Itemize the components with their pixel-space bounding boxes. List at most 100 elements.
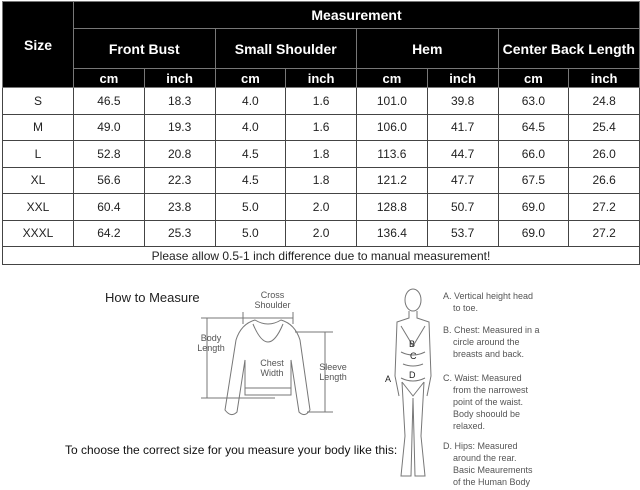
value-cell: 1.6	[285, 113, 357, 141]
value-cell: 1.8	[285, 166, 357, 194]
value-cell: 22.3	[143, 166, 216, 194]
measurement-note: Please allow 0.5-1 inch difference due t…	[1, 246, 640, 265]
marker-b: B	[409, 339, 415, 349]
instruction-text: To choose the correct size for you measu…	[65, 443, 398, 457]
size-cell: XXXL	[2, 219, 74, 247]
measurement-description: D. Hips: Measured around the rear. Basic M…	[443, 440, 563, 488]
size-header: Size	[2, 1, 74, 88]
size-cell: L	[2, 140, 74, 168]
value-cell: 52.8	[73, 140, 145, 168]
cross-shoulder-label: Cross Shoulder	[254, 290, 291, 310]
sleeve-length-label: Sleeve Length	[319, 362, 347, 382]
value-cell: 26.0	[568, 140, 640, 168]
value-cell: 121.2	[356, 166, 428, 194]
description-line: A. Vertical height head	[443, 291, 534, 301]
description-line: to toe.	[453, 303, 479, 313]
unit-header: cm	[214, 68, 287, 88]
value-cell: 69.0	[497, 219, 570, 247]
description-line: Basic Meaurements	[453, 465, 533, 475]
chest-width-label: Chest Width	[260, 358, 284, 378]
marker-d: D	[409, 370, 416, 380]
table-row: XL 56.6 22.3 4.5 1.8 121.2 47.7 67.5 26.6	[2, 166, 640, 194]
value-cell: 25.3	[143, 219, 216, 247]
description-line: C. Waist: Measured	[443, 373, 522, 383]
value-cell: 64.2	[73, 219, 145, 247]
value-cell: 113.6	[356, 140, 428, 168]
description-line: relaxed.	[453, 421, 486, 431]
value-cell: 47.7	[426, 166, 499, 194]
unit-header: inch	[143, 68, 216, 88]
value-cell: 1.8	[285, 140, 357, 168]
value-cell: 69.0	[497, 193, 570, 221]
description-line: circle around the	[453, 337, 520, 347]
size-chart-table: Size Measurement Front Bust Small Should…	[1, 1, 640, 265]
garment-illustration	[201, 312, 333, 416]
unit-header: inch	[285, 68, 357, 88]
value-cell: 56.6	[73, 166, 145, 194]
group-header: Hem	[356, 28, 499, 69]
description-line: of the Human Body	[453, 477, 531, 487]
group-header: Small Shoulder	[214, 28, 357, 69]
value-cell: 53.7	[426, 219, 499, 247]
value-cell: 39.8	[426, 87, 499, 115]
value-cell: 25.4	[568, 113, 640, 141]
measurement-description: A. Vertical height head to toe.	[443, 290, 563, 314]
value-cell: 23.8	[143, 193, 216, 221]
value-cell: 66.0	[497, 140, 570, 168]
value-cell: 5.0	[214, 219, 287, 247]
table-row: XXL 60.4 23.8 5.0 2.0 128.8 50.7 69.0 27.2	[2, 193, 640, 221]
description-line: Body shoould be	[453, 409, 521, 419]
table-row: M 49.0 19.3 4.0 1.6 106.0 41.7 64.5 25.4	[2, 113, 640, 141]
description-line: point of the waist.	[453, 397, 524, 407]
value-cell: 67.5	[497, 166, 570, 194]
value-cell: 2.0	[285, 219, 357, 247]
value-cell: 5.0	[214, 193, 287, 221]
description-line: breasts and back.	[453, 349, 525, 359]
unit-header: inch	[568, 68, 640, 88]
unit-header: cm	[73, 68, 145, 88]
value-cell: 44.7	[426, 140, 499, 168]
value-cell: 26.6	[568, 166, 640, 194]
description-line: D. Hips: Measured	[443, 441, 518, 451]
value-cell: 64.5	[497, 113, 570, 141]
measurement-description: C. Waist: Measured from the narrowest poin…	[443, 372, 563, 432]
measurement-header: Measurement	[72, 1, 640, 29]
value-cell: 2.0	[285, 193, 357, 221]
value-cell: 19.3	[143, 113, 216, 141]
unit-header: cm	[497, 68, 570, 88]
value-cell: 49.0	[73, 113, 145, 141]
value-cell: 50.7	[426, 193, 499, 221]
table-row: L 52.8 20.8 4.5 1.8 113.6 44.7 66.0 26.0	[2, 140, 640, 168]
body-length-label: Body Length	[197, 333, 225, 353]
unit-header: inch	[426, 68, 499, 88]
value-cell: 128.8	[356, 193, 428, 221]
value-cell: 4.5	[214, 166, 287, 194]
value-cell: 46.5	[73, 87, 145, 115]
marker-a: A	[385, 374, 391, 384]
value-cell: 41.7	[426, 113, 499, 141]
measurement-description: B. Chest: Measured in a circle around the…	[443, 324, 563, 360]
value-cell: 101.0	[356, 87, 428, 115]
description-line: B. Chest: Measured in a	[443, 325, 540, 335]
value-cell: 106.0	[356, 113, 428, 141]
description-line: from the narrowest	[453, 385, 529, 395]
value-cell: 1.6	[285, 87, 357, 115]
group-header: Front Bust	[73, 28, 216, 69]
size-cell: XL	[2, 166, 74, 194]
value-cell: 4.5	[214, 140, 287, 168]
size-cell: M	[2, 113, 74, 141]
human-body-illustration: B C D A	[385, 288, 432, 477]
unit-header: cm	[356, 68, 428, 88]
value-cell: 24.8	[568, 87, 640, 115]
how-to-measure-title: How to Measure	[105, 290, 200, 305]
value-cell: 27.2	[568, 219, 640, 247]
size-cell: S	[2, 87, 74, 115]
description-line: around the rear.	[453, 453, 517, 463]
value-cell: 136.4	[356, 219, 428, 247]
value-cell: 4.0	[214, 87, 287, 115]
value-cell: 27.2	[568, 193, 640, 221]
value-cell: 4.0	[214, 113, 287, 141]
value-cell: 63.0	[497, 87, 570, 115]
group-header: Center Back Length	[497, 28, 640, 69]
value-cell: 60.4	[73, 193, 145, 221]
